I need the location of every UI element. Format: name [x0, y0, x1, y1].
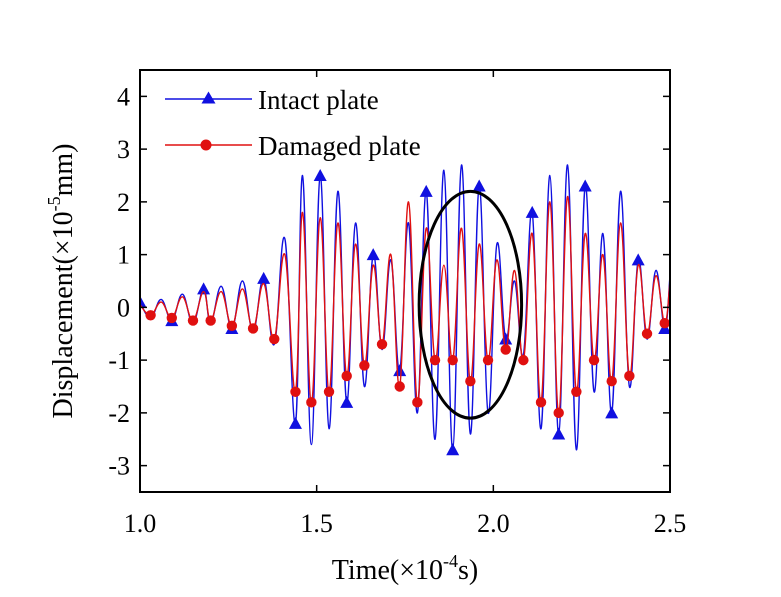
series-line-damaged — [140, 195, 670, 414]
data-point-intact — [257, 271, 271, 284]
data-point-damaged — [571, 386, 582, 397]
data-point-intact — [605, 406, 619, 419]
legend-label-damaged: Damaged plate — [258, 131, 421, 161]
data-point-damaged — [341, 370, 352, 382]
data-point-damaged — [447, 354, 458, 366]
x-tick-label: 2.0 — [477, 509, 510, 538]
data-point-damaged — [247, 323, 259, 334]
data-point-damaged — [359, 360, 370, 371]
data-point-damaged — [205, 315, 216, 326]
data-point-damaged — [306, 397, 317, 408]
x-axis-title-prefix: Time(×10 — [332, 555, 443, 586]
data-point-damaged — [394, 381, 405, 392]
data-point-damaged — [588, 354, 600, 366]
data-point-intact — [366, 248, 380, 261]
y-axis-title-exponent: -5 — [44, 196, 64, 211]
y-tick-label: 2 — [117, 188, 130, 217]
data-point-intact — [578, 179, 592, 192]
legend-marker-circle — [200, 139, 212, 151]
data-point-damaged — [465, 376, 476, 387]
data-point-intact — [499, 332, 513, 345]
legend-marker-triangle — [201, 91, 216, 104]
legend: Intact plate Damaged plate — [165, 85, 421, 161]
y-axis-title-suffix: mm) — [48, 144, 79, 197]
x-tick-label: 1.5 — [300, 509, 333, 538]
highlight-ellipse — [417, 189, 524, 420]
data-point-damaged — [187, 315, 199, 326]
x-tick-label: 1.0 — [124, 509, 157, 538]
data-point-damaged — [606, 376, 617, 387]
data-point-damaged — [290, 386, 301, 397]
data-point-damaged — [145, 310, 156, 321]
data-point-intact — [393, 364, 407, 377]
y-tick-label: -3 — [108, 452, 130, 481]
data-point-intact — [419, 184, 433, 197]
data-point-damaged — [429, 354, 441, 366]
data-point-intact — [552, 427, 566, 440]
data-point-damaged — [641, 328, 653, 339]
data-point-damaged — [518, 354, 529, 366]
y-axis-title-prefix: Displacement(×10 — [48, 211, 79, 418]
axis-layer: 1.0 1.5 2.0 2.5 -3 -2 -1 0 1 2 3 4 — [108, 70, 686, 538]
x-tick-label: 2.5 — [654, 509, 687, 538]
plot-frame — [139, 69, 671, 493]
data-point-intact — [472, 179, 486, 192]
y-tick-label: -1 — [108, 346, 130, 375]
y-tick-label: 0 — [117, 293, 130, 322]
data-point-intact — [446, 443, 460, 456]
data-point-damaged — [166, 312, 177, 324]
data-point-intact — [313, 169, 327, 181]
y-tick-label: 1 — [117, 241, 130, 270]
data-point-damaged — [323, 386, 335, 397]
data-point-damaged — [269, 333, 280, 345]
data-point-intact — [631, 253, 645, 266]
data-point-intact — [197, 282, 211, 295]
data-point-intact — [340, 395, 354, 408]
data-point-intact — [525, 205, 539, 218]
data-point-damaged — [412, 397, 423, 408]
data-point-damaged — [659, 318, 670, 329]
data-point-damaged — [624, 370, 635, 382]
y-tick-label: -2 — [108, 399, 130, 428]
data-point-damaged — [226, 320, 238, 332]
data-point-damaged — [376, 339, 388, 350]
data-point-damaged — [482, 354, 494, 366]
y-tick-label: 3 — [117, 135, 130, 164]
data-point-damaged — [553, 407, 564, 419]
x-axis-title-suffix: s) — [458, 555, 478, 586]
x-axis-title-exponent: -4 — [443, 551, 458, 571]
data-point-intact — [140, 295, 147, 308]
y-axis-title: Displacement(×10-5mm) — [44, 144, 79, 419]
x-axis-title: Time(×10-4s) — [332, 551, 478, 586]
y-tick-label: 4 — [117, 82, 130, 111]
data-point-intact — [288, 416, 302, 429]
data-point-damaged — [535, 397, 547, 408]
legend-label-intact: Intact plate — [258, 85, 379, 115]
series-layer — [140, 164, 670, 456]
data-point-damaged — [500, 344, 511, 355]
